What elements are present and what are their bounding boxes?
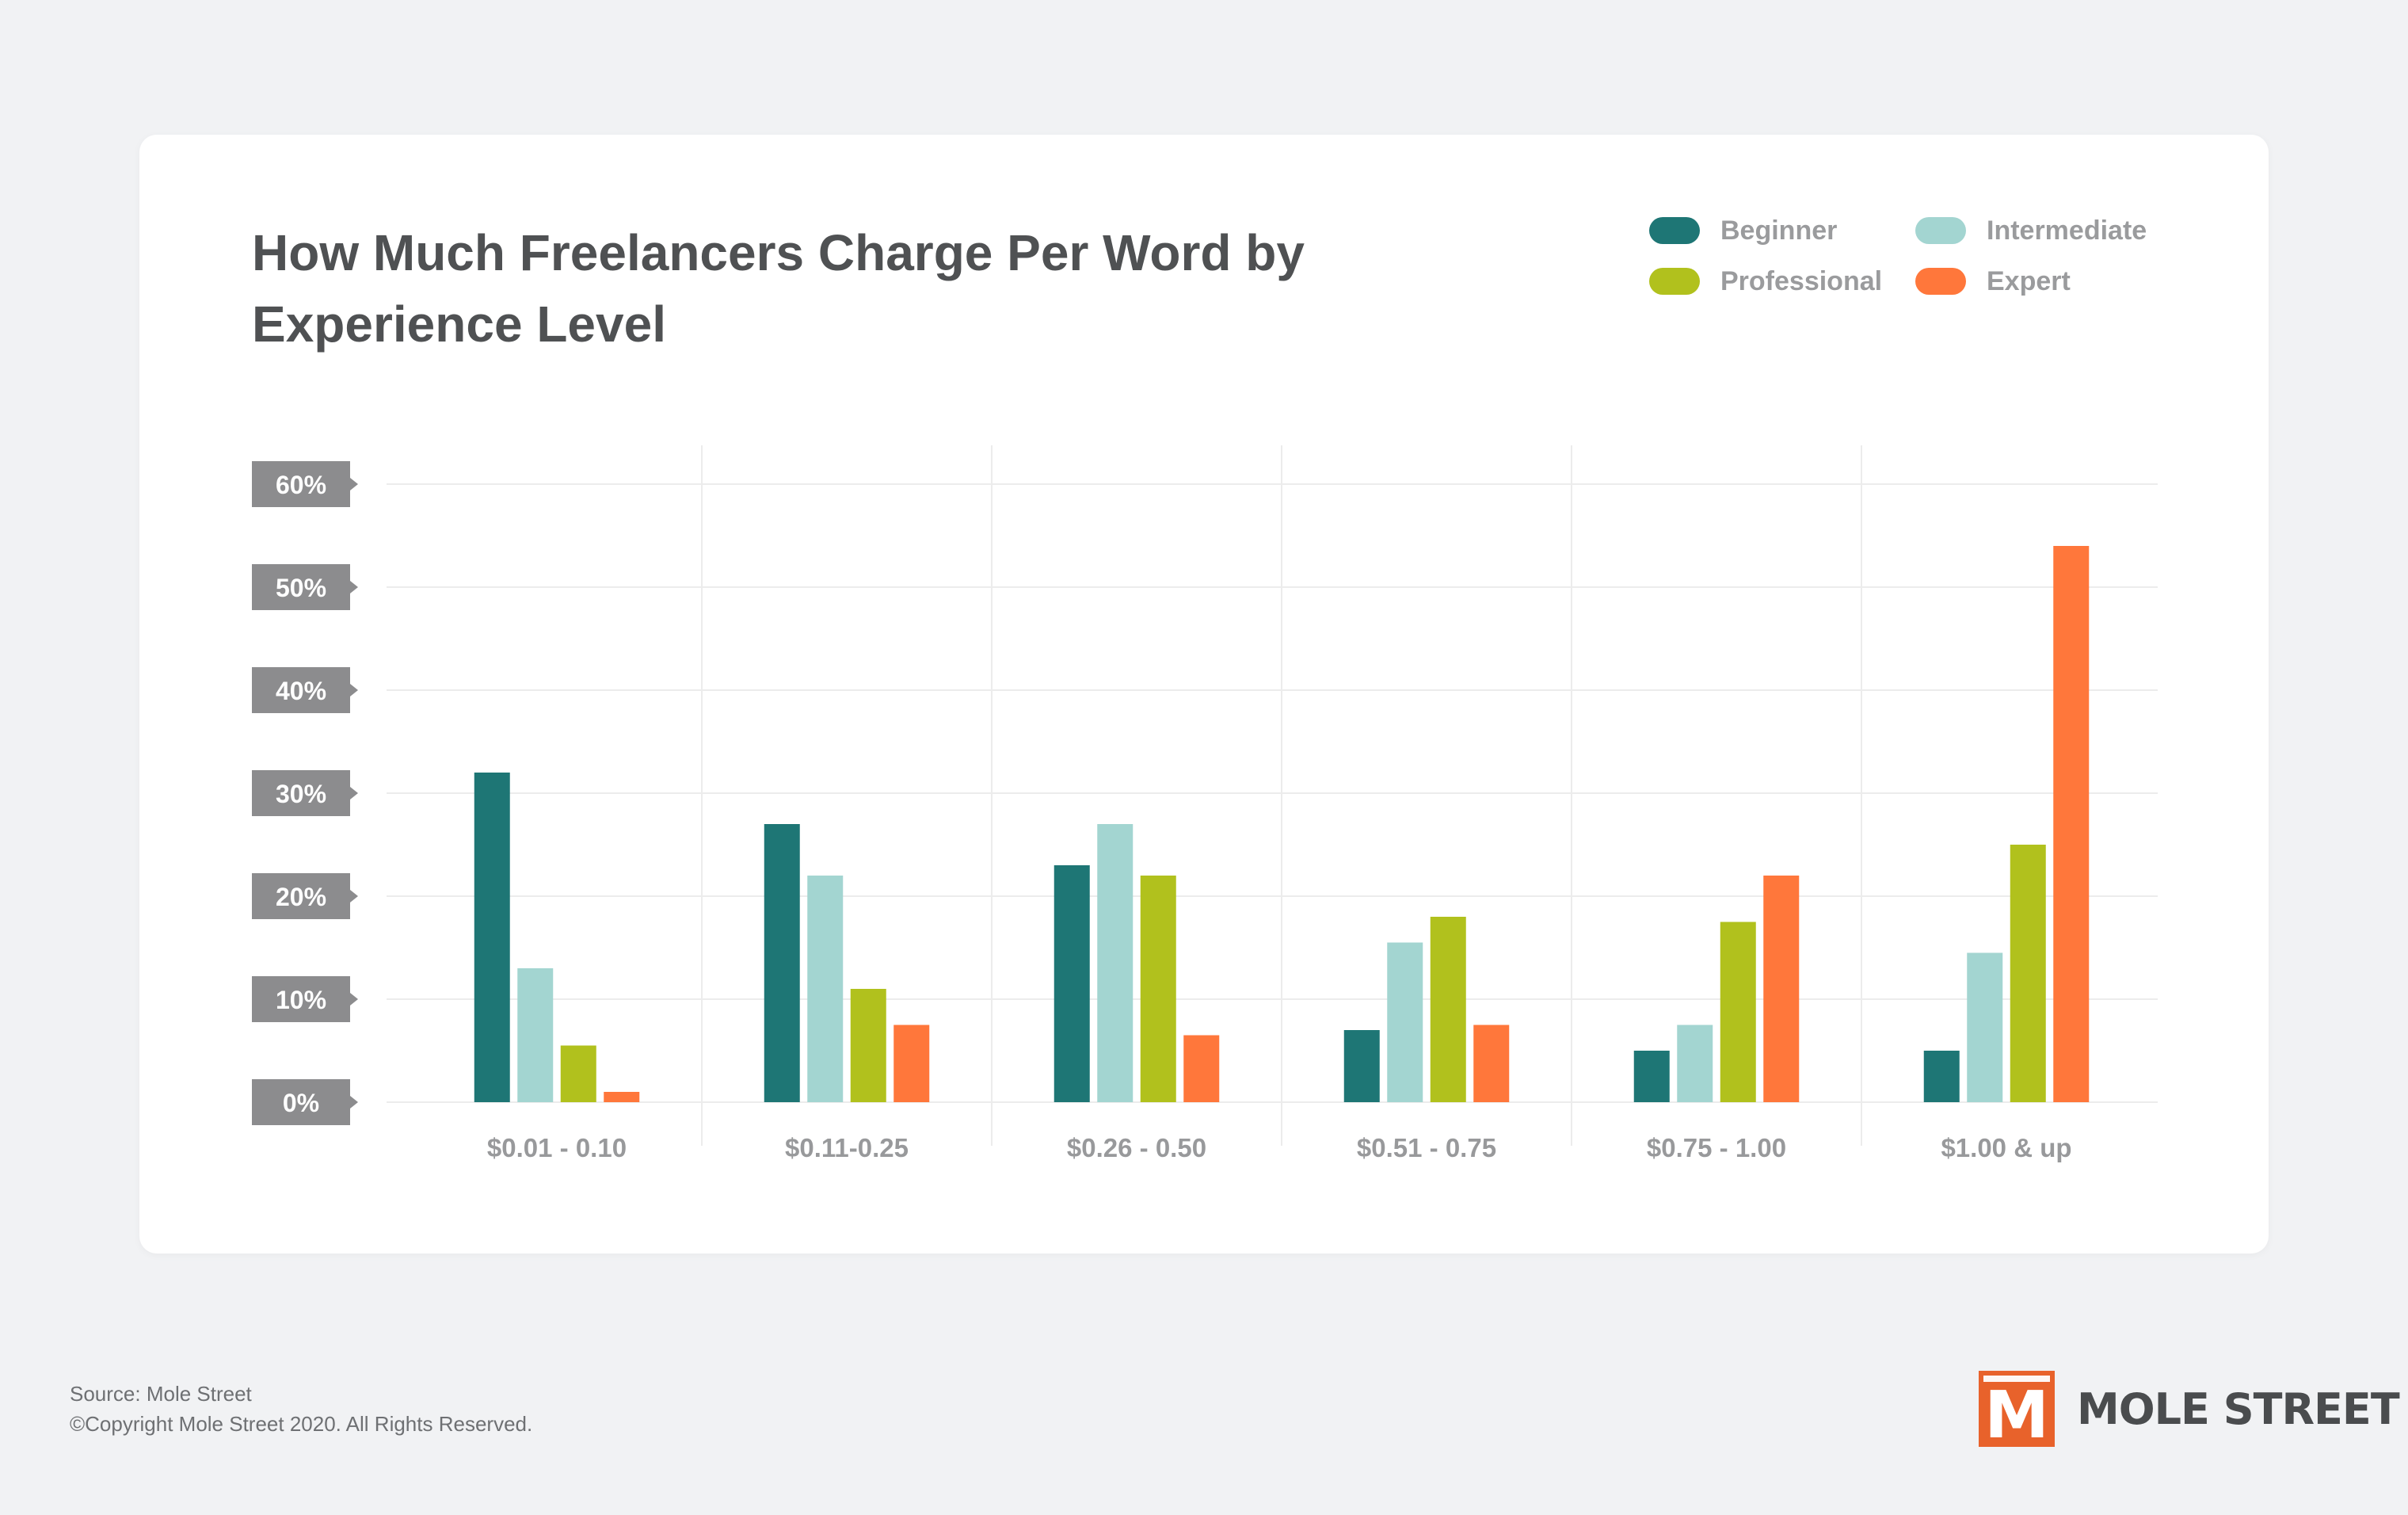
bar-beginner-0 — [474, 773, 510, 1102]
y-tick: 50% — [252, 564, 358, 610]
y-axis: 0% 10% 20% 30% 40% 50% 60% — [252, 461, 358, 1125]
y-tick: 60% — [252, 461, 358, 507]
y-tick-badge — [252, 461, 358, 507]
source-text: Source: Mole Street — [70, 1382, 252, 1406]
footer: Source: Mole Street ©Copyright Mole Stre… — [70, 1379, 532, 1439]
bar-expert-0 — [604, 1092, 640, 1102]
y-tick: 10% — [252, 976, 358, 1022]
legend-swatch-expert — [1915, 268, 1966, 295]
legend-label-beginner: Beginner — [1720, 215, 1838, 246]
y-tick-label: 20% — [276, 883, 326, 911]
brand: M MOLE STREET — [1979, 1371, 2400, 1447]
y-tick: 30% — [252, 770, 358, 816]
y-tick-label: 60% — [276, 471, 326, 499]
brand-name: MOLE STREET — [2077, 1383, 2400, 1434]
bar-intermediate-2 — [1097, 824, 1134, 1102]
bar-chart: 0% 10% 20% 30% 40% 50% 60% $0.01 - 0.10 $0.11-0… — [252, 445, 2158, 1162]
bar-expert-3 — [1473, 1025, 1510, 1102]
bar-beginner-5 — [1923, 1051, 1960, 1102]
legend-item-beginner: Beginner — [1649, 211, 1837, 250]
x-axis: $0.01 - 0.10 $0.11-0.25 $0.26 - 0.50 $0.51 … — [487, 1133, 2072, 1162]
y-tick-label: 10% — [276, 986, 326, 1014]
y-tick-label: 30% — [276, 780, 326, 808]
legend: Beginner Intermediate Professional Exper… — [1649, 211, 2188, 322]
legend-item-professional: Professional — [1649, 261, 1882, 301]
bar-expert-1 — [893, 1025, 930, 1102]
legend-swatch-intermediate — [1915, 217, 1966, 244]
y-tick: 0% — [252, 1079, 358, 1125]
bar-beginner-4 — [1633, 1051, 1670, 1102]
legend-label-intermediate: Intermediate — [1987, 215, 2147, 246]
y-tick-badge — [252, 564, 358, 610]
grid-layer — [387, 445, 2158, 1146]
x-tick-label: $0.11-0.25 — [785, 1133, 909, 1162]
bar-intermediate-5 — [1967, 952, 2003, 1102]
bar-expert-5 — [2053, 546, 2090, 1102]
y-tick-badge — [252, 976, 358, 1022]
legend-swatch-beginner — [1649, 217, 1700, 244]
bar-intermediate-3 — [1387, 942, 1423, 1102]
copyright-text: ©Copyright Mole Street 2020. All Rights … — [70, 1412, 533, 1436]
y-tick-badge — [252, 873, 358, 919]
bar-expert-4 — [1763, 876, 1800, 1102]
bar-intermediate-0 — [517, 968, 554, 1102]
bar-beginner-2 — [1054, 865, 1090, 1102]
logo-stripe — [1983, 1376, 2050, 1382]
legend-label-expert: Expert — [1987, 265, 2071, 296]
bar-layer — [474, 546, 2090, 1102]
x-tick-label: $1.00 & up — [1941, 1133, 2071, 1162]
mole-street-logo-icon: M — [1979, 1371, 2055, 1447]
bar-professional-3 — [1430, 917, 1466, 1102]
x-tick-label: $0.01 - 0.10 — [487, 1133, 627, 1162]
legend-item-expert: Expert — [1915, 261, 2071, 301]
legend-label-professional: Professional — [1720, 265, 1883, 296]
bar-professional-2 — [1140, 876, 1176, 1102]
chart-title: How Much Freelancers Charge Per Word by … — [252, 224, 1305, 353]
legend-swatch-professional — [1649, 268, 1700, 295]
bar-beginner-3 — [1343, 1030, 1380, 1102]
y-tick: 40% — [252, 667, 358, 713]
bar-intermediate-1 — [807, 876, 844, 1102]
bar-professional-5 — [2010, 845, 2046, 1102]
y-tick-label: 40% — [276, 677, 326, 705]
y-tick-label: 50% — [276, 574, 326, 602]
bar-expert-2 — [1183, 1035, 1220, 1102]
chart-card: 0% 10% 20% 30% 40% 50% 60% $0.01 - 0.10 $0.11-0… — [139, 135, 2269, 1254]
legend-item-intermediate: Intermediate — [1915, 211, 2147, 250]
y-tick-label: 0% — [283, 1089, 319, 1117]
y-tick-badge — [252, 1079, 358, 1125]
bar-professional-4 — [1720, 922, 1756, 1102]
y-tick-badge — [252, 667, 358, 713]
y-tick-badge — [252, 770, 358, 816]
logo-background — [1979, 1371, 2055, 1447]
bar-professional-0 — [560, 1045, 596, 1102]
x-tick-label: $0.51 - 0.75 — [1357, 1133, 1496, 1162]
bar-intermediate-4 — [1677, 1025, 1713, 1102]
bar-professional-1 — [850, 989, 886, 1102]
x-tick-label: $0.26 - 0.50 — [1067, 1133, 1206, 1162]
x-tick-label: $0.75 - 1.00 — [1647, 1133, 1786, 1162]
bar-beginner-1 — [764, 824, 800, 1102]
logo-letter: M — [1984, 1378, 2049, 1447]
y-tick: 20% — [252, 873, 358, 919]
